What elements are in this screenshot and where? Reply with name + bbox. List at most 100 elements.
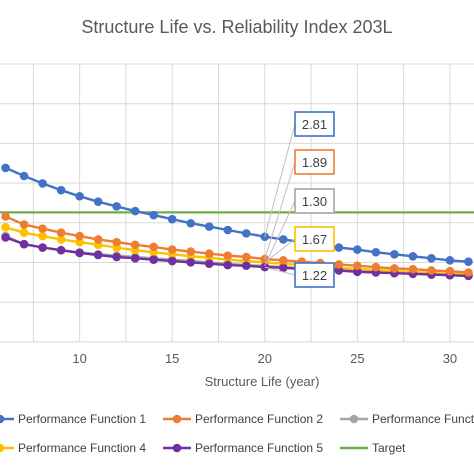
legend-label: Performance Function 2 [195,412,323,426]
data-point-performance-function-2 [353,261,362,271]
data-point-performance-function-2 [241,252,251,262]
data-point-performance-function-5 [93,250,103,260]
gridlines [0,63,474,343]
data-point-performance-function-2 [408,264,418,274]
data-point-performance-function-5 [19,239,29,249]
data-point-performance-function-1 [371,247,381,257]
data-point-performance-function-5 [149,255,158,264]
data-point-performance-function-1 [353,245,362,254]
data-point-performance-function-2 [464,268,473,277]
data-point-performance-function-2 [149,242,158,252]
legend-label: Target [372,441,406,455]
data-point-performance-function-2 [334,260,344,269]
callout-box [294,111,335,137]
data-point-performance-function-1 [186,218,196,228]
callout-leader [264,161,296,260]
legend-swatch-marker [172,414,182,424]
data-point-performance-function-5 [204,259,214,269]
data-point-performance-function-2 [75,231,84,241]
data-point-performance-function-4 [19,228,29,237]
legend: Performance Function 1 Performance Functi… [0,412,474,455]
data-point-performance-function-1 [56,185,66,195]
data-point-performance-function-2 [38,224,47,233]
data-point-performance-function-4 [75,237,84,247]
data-point-performance-function-2 [1,212,10,221]
data-point-performance-function-2 [204,249,214,258]
data-point-performance-function-1 [149,210,158,220]
data-point-performance-function-4 [1,222,10,232]
data-point-performance-function-1 [334,243,344,252]
data-point-performance-function-1 [241,229,251,238]
data-point-performance-function-2 [371,262,381,272]
data-point-performance-function-1 [390,249,399,259]
data-point-performance-function-1 [167,214,177,224]
data-point-performance-function-5 [1,233,10,242]
data-point-performance-function-2 [19,220,29,229]
data-point-performance-function-1 [130,206,140,216]
legend-label: Performance Function 1 [18,412,146,426]
data-point-performance-function-4 [38,231,47,241]
callouts: 2.81 1.89 1.30 1.67 1.22 [264,111,335,288]
callout-label: 1.22 [302,268,327,283]
callout-box [294,262,335,288]
data-point-performance-function-1 [464,257,473,267]
callout-label: 1.67 [302,232,327,247]
data-point-performance-function-5 [353,267,362,277]
data-point-performance-function-2 [93,235,103,244]
callout-leader [264,266,296,276]
data-point-performance-function-2 [186,247,196,256]
legend-label: Performance Function 4 [18,441,146,455]
data-point-performance-function-5 [223,260,233,270]
data-point-performance-function-1 [112,202,121,211]
data-point-performance-function-1 [1,163,10,173]
data-point-performance-function-1 [75,191,84,201]
chart-title: Structure Life vs. Reliability Index 203… [81,17,392,37]
x-tick-label: 30 [443,351,457,366]
x-tick-label: 10 [72,351,86,366]
legend-swatch-marker [172,443,182,453]
data-point-performance-function-2 [112,237,121,247]
data-point-performance-function-2 [390,264,399,273]
series-line-performance-function-1 [5,166,469,263]
callout-leader [264,238,296,263]
data-point-performance-function-2 [427,266,436,275]
callout-label: 1.89 [302,155,327,170]
data-point-performance-function-5 [334,266,344,275]
callout-label: 1.30 [302,194,327,209]
data-point-performance-function-1 [427,254,436,263]
data-point-performance-function-5 [130,254,140,263]
x-axis-label: Structure Life (year) [205,374,320,389]
callout-label: 2.81 [302,117,327,132]
data-point-performance-function-1 [38,179,47,188]
legend-label: Performance Function 3 [372,412,474,426]
data-point-performance-function-5 [186,258,196,267]
data-point-performance-function-5 [56,245,66,255]
callout-box [294,226,335,252]
data-point-performance-function-1 [408,252,418,261]
legend-swatch-marker [349,414,359,424]
data-point-performance-function-2 [445,266,455,276]
data-point-performance-function-5 [278,263,288,273]
data-point-performance-function-1 [19,171,29,181]
data-point-performance-function-1 [93,197,103,206]
legend-swatch-marker [0,414,5,424]
data-point-performance-function-2 [278,256,288,265]
data-point-performance-function-2 [56,228,66,237]
data-point-performance-function-4 [56,235,66,244]
data-point-performance-function-2 [167,245,177,254]
legend-label: Performance Function 5 [195,441,323,455]
data-point-performance-function-5 [241,261,251,271]
data-point-performance-function-5 [112,252,121,262]
data-point-performance-function-1 [445,256,455,265]
x-tick-label: 25 [350,351,364,366]
callout-box [294,149,335,175]
callout-box [294,188,335,214]
data-point-performance-function-1 [223,225,233,235]
data-point-performance-function-2 [130,240,140,250]
callout-leader [264,123,296,237]
data-point-performance-function-2 [223,251,233,260]
data-point-performance-function-1 [204,222,214,231]
x-tick-label: 15 [165,351,179,366]
callout-leader [264,200,296,266]
